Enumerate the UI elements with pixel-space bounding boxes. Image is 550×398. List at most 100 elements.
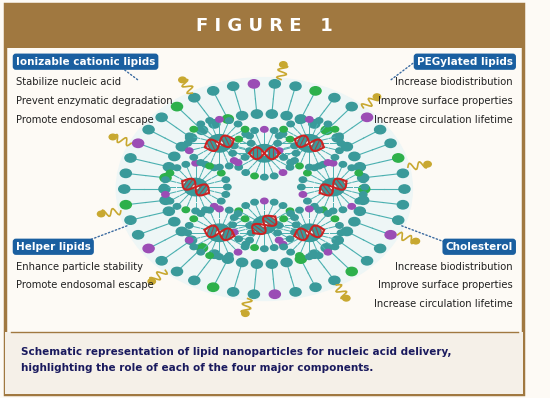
Circle shape bbox=[192, 160, 199, 166]
Circle shape bbox=[397, 201, 409, 209]
Text: Helper lipids: Helper lipids bbox=[16, 242, 91, 252]
Circle shape bbox=[298, 232, 305, 238]
Circle shape bbox=[312, 226, 320, 232]
Circle shape bbox=[241, 154, 249, 160]
Text: Promote endosomal escape: Promote endosomal escape bbox=[16, 115, 153, 125]
Circle shape bbox=[339, 207, 347, 213]
Circle shape bbox=[189, 94, 200, 102]
Circle shape bbox=[306, 224, 313, 230]
Circle shape bbox=[314, 140, 321, 146]
Circle shape bbox=[280, 127, 287, 132]
Circle shape bbox=[336, 238, 343, 243]
Circle shape bbox=[397, 169, 409, 178]
Circle shape bbox=[306, 164, 313, 170]
Circle shape bbox=[279, 170, 287, 176]
Circle shape bbox=[222, 144, 229, 150]
Text: Prevent enzymatic degradation: Prevent enzymatic degradation bbox=[16, 96, 173, 106]
Circle shape bbox=[254, 147, 262, 152]
Circle shape bbox=[211, 225, 218, 231]
Circle shape bbox=[299, 144, 306, 150]
Circle shape bbox=[310, 283, 321, 291]
Circle shape bbox=[281, 111, 292, 120]
Text: Improve surface properties: Improve surface properties bbox=[378, 96, 513, 106]
Circle shape bbox=[246, 148, 254, 154]
Circle shape bbox=[133, 139, 144, 148]
Circle shape bbox=[133, 230, 144, 239]
Circle shape bbox=[211, 145, 218, 151]
Circle shape bbox=[207, 87, 219, 95]
Circle shape bbox=[258, 217, 266, 222]
Circle shape bbox=[323, 188, 331, 193]
Circle shape bbox=[310, 235, 318, 240]
Circle shape bbox=[184, 140, 191, 146]
Circle shape bbox=[173, 165, 180, 170]
Circle shape bbox=[298, 184, 305, 190]
Circle shape bbox=[322, 182, 329, 188]
Circle shape bbox=[258, 156, 266, 162]
Circle shape bbox=[192, 208, 199, 214]
Circle shape bbox=[271, 128, 278, 133]
Circle shape bbox=[200, 182, 207, 188]
Circle shape bbox=[310, 87, 321, 95]
Circle shape bbox=[342, 142, 353, 151]
Circle shape bbox=[324, 121, 332, 127]
Text: Improve surface properties: Improve surface properties bbox=[378, 280, 513, 291]
Circle shape bbox=[189, 190, 197, 195]
Circle shape bbox=[222, 177, 229, 182]
Circle shape bbox=[224, 230, 231, 236]
Circle shape bbox=[185, 188, 193, 193]
Circle shape bbox=[208, 228, 216, 234]
Circle shape bbox=[218, 224, 226, 230]
Text: Enhance particle stability: Enhance particle stability bbox=[16, 261, 143, 272]
Circle shape bbox=[308, 224, 316, 230]
Circle shape bbox=[200, 186, 207, 192]
Circle shape bbox=[169, 152, 180, 160]
Circle shape bbox=[355, 198, 362, 204]
Circle shape bbox=[251, 199, 258, 205]
Circle shape bbox=[359, 185, 370, 193]
Circle shape bbox=[156, 113, 167, 121]
Circle shape bbox=[166, 198, 174, 204]
Circle shape bbox=[213, 236, 221, 241]
Circle shape bbox=[109, 134, 117, 140]
Circle shape bbox=[235, 236, 243, 242]
Circle shape bbox=[216, 117, 223, 122]
Circle shape bbox=[222, 226, 229, 232]
Circle shape bbox=[399, 185, 410, 193]
Circle shape bbox=[190, 154, 197, 160]
Circle shape bbox=[248, 230, 255, 236]
Circle shape bbox=[192, 178, 199, 184]
Circle shape bbox=[331, 244, 339, 250]
Circle shape bbox=[241, 127, 249, 132]
Circle shape bbox=[298, 142, 305, 148]
Circle shape bbox=[424, 161, 431, 167]
Circle shape bbox=[301, 235, 309, 240]
Circle shape bbox=[267, 154, 274, 160]
Circle shape bbox=[306, 135, 313, 140]
Circle shape bbox=[254, 226, 262, 231]
Circle shape bbox=[261, 174, 268, 180]
Circle shape bbox=[249, 290, 260, 298]
Circle shape bbox=[332, 190, 339, 195]
Circle shape bbox=[291, 158, 298, 164]
Circle shape bbox=[315, 207, 323, 213]
Text: Schematic representation of lipid nanoparticles for nucleic acid delivery,: Schematic representation of lipid nanopa… bbox=[21, 347, 452, 357]
Circle shape bbox=[301, 225, 309, 231]
Circle shape bbox=[234, 250, 242, 255]
Circle shape bbox=[303, 236, 311, 241]
Circle shape bbox=[184, 186, 192, 192]
Circle shape bbox=[336, 188, 343, 193]
Circle shape bbox=[279, 62, 287, 67]
Circle shape bbox=[185, 222, 193, 228]
Circle shape bbox=[221, 145, 228, 151]
Circle shape bbox=[298, 140, 305, 146]
Circle shape bbox=[236, 258, 248, 267]
Circle shape bbox=[251, 110, 262, 118]
Circle shape bbox=[295, 115, 306, 123]
Circle shape bbox=[327, 179, 334, 184]
Circle shape bbox=[281, 258, 292, 267]
Circle shape bbox=[290, 288, 301, 296]
Circle shape bbox=[336, 133, 343, 139]
Circle shape bbox=[216, 236, 223, 242]
Circle shape bbox=[324, 179, 332, 185]
